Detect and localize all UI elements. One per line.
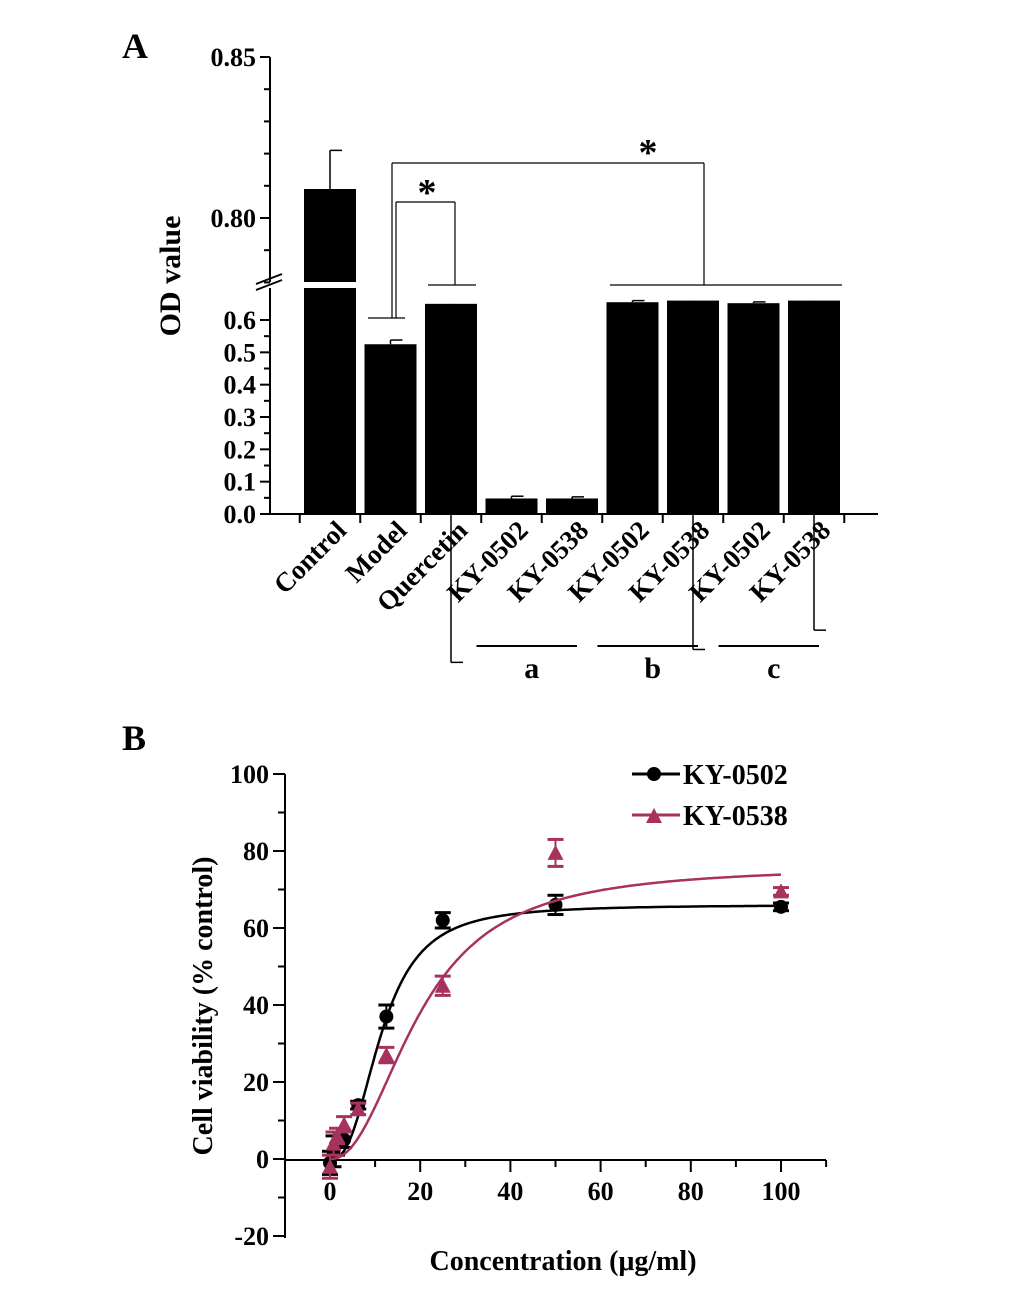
group-label: a (524, 652, 539, 685)
y-tick-label: 0.5 (224, 338, 257, 367)
y-tick-label: 0 (256, 1145, 269, 1174)
data-point (434, 977, 451, 993)
panel-a-significance-annotations: ** (368, 132, 842, 319)
data-point (336, 1116, 353, 1132)
legend-label: KY-0538 (683, 801, 788, 832)
panel-a-label: A (122, 26, 148, 66)
bar (304, 189, 356, 282)
y-tick-label: 0.85 (211, 43, 257, 72)
x-tick-label: 20 (407, 1177, 433, 1206)
data-point (773, 883, 789, 899)
series-ky-0502 (322, 893, 789, 1176)
panel-a-axes: 0.0 0.1 0.2 0.3 0.4 0.5 0.6 0.80 0.85 (211, 43, 878, 529)
data-point (322, 1158, 338, 1174)
y-tick-label: 40 (243, 991, 269, 1020)
y-tick-label: 60 (243, 914, 269, 943)
legend-entry: KY-0538 (632, 801, 788, 832)
x-tick-label: 0 (324, 1177, 337, 1206)
panel-b-axes: -20 0 20 40 60 80 100 0 20 40 60 80 100 (230, 760, 828, 1251)
x-tick-label: 40 (497, 1177, 523, 1206)
group-label: b (644, 652, 661, 685)
legend-entry: KY-0502 (632, 760, 788, 791)
data-point (379, 1009, 394, 1024)
panel-a-x-tick-labels: ControlModelQuercetinKY-0502KY-0538KY-05… (268, 515, 837, 618)
x-tick-label: 60 (588, 1177, 614, 1206)
y-tick-label: 0.6 (224, 306, 257, 335)
y-tick-label: 0.80 (211, 204, 257, 233)
bar (546, 498, 598, 514)
x-tick-label: Control (268, 515, 353, 600)
data-point (647, 767, 661, 781)
panel-b-x-axis-label: Concentration (μg/ml) (429, 1246, 696, 1277)
bar (485, 498, 538, 514)
panel-a-group-labels: a b c (476, 645, 819, 685)
panel-a-y-axis-label: OD value (154, 216, 187, 337)
y-tick-label: -20 (234, 1222, 269, 1251)
bar (304, 288, 356, 514)
significance-star: * (418, 172, 437, 214)
y-tick-label: 20 (243, 1068, 269, 1097)
data-point (350, 1100, 367, 1116)
x-tick-label: 80 (678, 1177, 704, 1206)
y-tick-label: 80 (243, 837, 269, 866)
panel-b-series (322, 837, 789, 1180)
fit-curve (330, 873, 782, 1161)
data-point (547, 844, 564, 860)
y-tick-label: 0.1 (224, 468, 257, 497)
y-axis-break-mark (255, 273, 283, 291)
bar (606, 302, 659, 514)
y-tick-label: 0.4 (224, 371, 257, 400)
data-point (646, 808, 662, 823)
panel-b-line-chart: B Cell viability (% control) Concentrati… (122, 718, 828, 1277)
data-point (774, 899, 788, 914)
data-point (435, 913, 450, 928)
panel-b-legend: KY-0502 KY-0538 (632, 760, 788, 832)
data-point (329, 1127, 346, 1143)
y-tick-label: 0.3 (224, 403, 257, 432)
bar (727, 303, 780, 514)
data-point (378, 1047, 395, 1063)
panel-b-y-axis-label: Cell viability (% control) (188, 857, 219, 1156)
panel-b-label: B (122, 718, 146, 758)
panel-a-bars (304, 149, 840, 664)
fit-curve (330, 904, 781, 1161)
group-label: c (767, 652, 780, 685)
y-tick-label: 0.0 (224, 500, 257, 529)
bar (364, 344, 417, 514)
legend-label: KY-0502 (683, 760, 788, 791)
panel-a-bar-chart: A OD value 0.0 0.1 0.2 0.3 0.4 0.5 0.6 0.80 0.85… (122, 26, 878, 685)
significance-star: * (639, 132, 658, 174)
series-ky-0538 (322, 837, 789, 1180)
y-tick-label: 100 (230, 760, 269, 789)
y-tick-label: 0.2 (224, 435, 257, 464)
x-tick-label: 100 (762, 1177, 801, 1206)
